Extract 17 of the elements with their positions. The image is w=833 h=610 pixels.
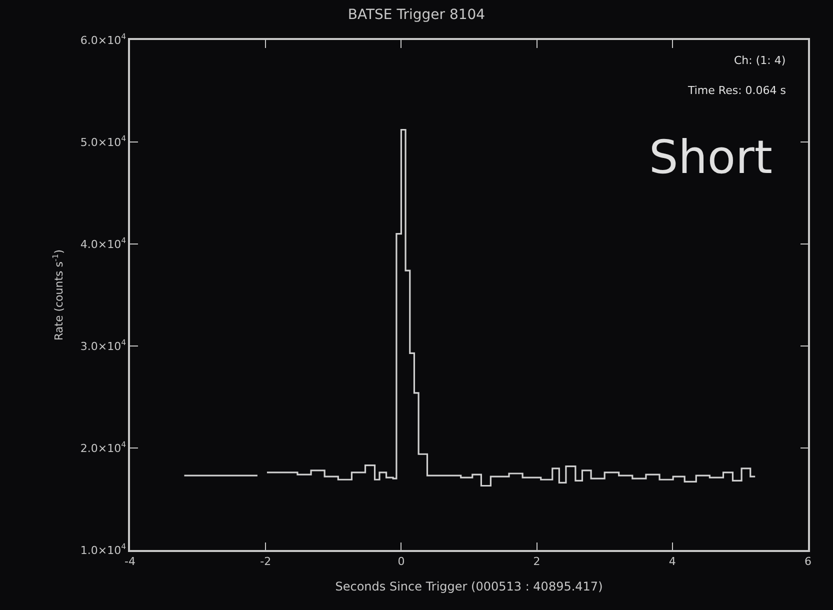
x-tick-label: -2 xyxy=(260,554,272,568)
y-tick-label: 5.0×10$^{4}$ xyxy=(80,134,126,149)
y-tick-label: 1.0×10$^{4}$ xyxy=(80,542,126,557)
y-tick-label: 3.0×10$^{4}$ xyxy=(80,338,126,353)
chart-title: BATSE Trigger 8104 xyxy=(348,6,486,23)
annotation: Ch: (1: 4) xyxy=(734,54,786,67)
y-tick-label: 2.0×10$^{4}$ xyxy=(80,440,126,455)
y-tick-label: 6.0×10$^{4}$ xyxy=(80,32,126,47)
annotation: Time Res: 0.064 s xyxy=(687,84,786,97)
y-tick-label: 4.0×10$^{4}$ xyxy=(80,236,126,251)
x-tick-label: 4 xyxy=(668,554,676,568)
x-axis-title: Seconds Since Trigger (000513 : 40895.417) xyxy=(335,579,603,594)
annotation: Short xyxy=(649,130,772,184)
x-tick-label: 2 xyxy=(533,554,540,568)
x-tick-label: -4 xyxy=(124,554,136,568)
x-tick-label: 6 xyxy=(804,554,812,568)
x-tick-label: 0 xyxy=(398,554,405,568)
